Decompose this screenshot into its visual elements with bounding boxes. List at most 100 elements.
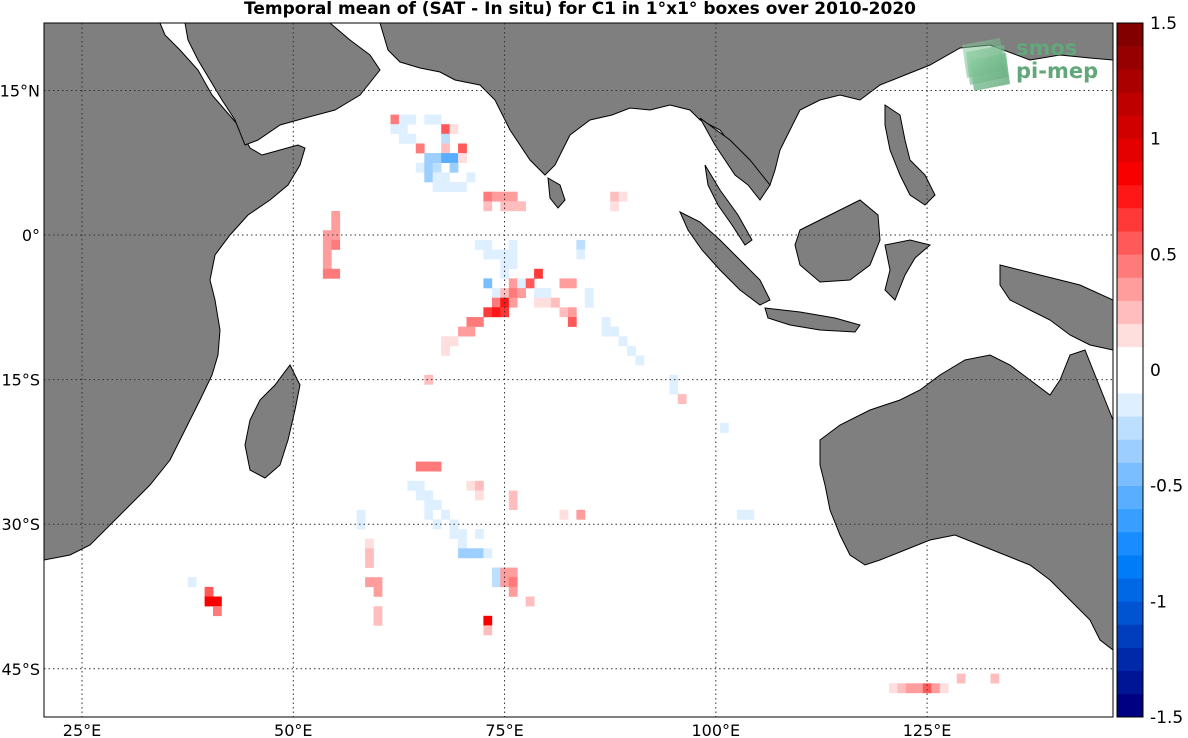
data-cell [441, 124, 450, 135]
data-cell [491, 249, 501, 260]
data-cell [508, 288, 518, 298]
data-cell [432, 500, 442, 510]
colorbar-tick-label: 1 [1150, 130, 1161, 150]
data-cell [432, 153, 442, 163]
y-tick-label: 0° [22, 226, 40, 245]
colorbar-segment [1117, 184, 1143, 209]
data-cell [567, 317, 577, 327]
x-tick-label: 125°E [903, 721, 952, 738]
data-cell [398, 114, 408, 125]
data-cell [331, 239, 341, 250]
data-cell [483, 278, 493, 289]
data-cell [365, 538, 374, 549]
colorbar-segment [1117, 578, 1143, 602]
land-malay [704, 164, 753, 246]
colorbar-segment [1117, 254, 1143, 278]
colorbar-segment [1117, 23, 1143, 47]
data-cell [213, 596, 222, 607]
data-cell [441, 182, 450, 192]
data-cell [567, 307, 577, 318]
land-borneo [794, 199, 881, 283]
data-cell [441, 345, 450, 356]
data-cell [432, 114, 442, 125]
smos-pimep-logo: smos pi-mep [962, 36, 1098, 91]
logo-text-line1: smos [1016, 36, 1077, 60]
data-cell [618, 336, 628, 347]
colorbar-segment [1117, 115, 1143, 139]
x-tick-label: 75°E [485, 721, 523, 738]
data-cell [331, 268, 341, 279]
data-cell [441, 336, 450, 347]
data-cell [407, 114, 417, 125]
data-cell [576, 249, 586, 260]
data-cell [204, 586, 214, 597]
colorbar-frame [1116, 22, 1144, 718]
land-sulawesi [884, 239, 932, 301]
colorbar-segment [1117, 208, 1143, 232]
data-cells [187, 114, 1000, 694]
data-cell [534, 288, 543, 298]
data-cell [415, 490, 425, 501]
colorbar-segment [1117, 670, 1143, 695]
data-cell [424, 153, 434, 163]
data-cell [475, 529, 484, 539]
data-cell [517, 288, 526, 298]
land-sri-lanka [547, 177, 566, 209]
data-cell [508, 586, 518, 597]
data-cell [500, 201, 510, 212]
data-cell [449, 182, 459, 192]
data-cell [635, 355, 645, 366]
x-tick-label: 25°E [63, 721, 101, 738]
colorbar-segment [1117, 277, 1143, 301]
data-cell [736, 509, 746, 520]
data-cell [483, 249, 493, 260]
colorbar-segment [1117, 439, 1143, 463]
y-axis-ticks: 15°N 0° 15°S 30°S 45°S [0, 81, 40, 678]
data-cell [331, 230, 341, 241]
data-cell [424, 500, 434, 510]
data-cell [475, 317, 484, 327]
y-tick-label: 45°S [1, 660, 40, 679]
data-cell [415, 143, 425, 154]
data-cell [906, 683, 915, 694]
chart-title: Temporal mean of (SAT - In situ) for C1 … [244, 0, 916, 19]
data-cell [458, 153, 467, 163]
data-cell [956, 673, 966, 684]
data-cell [627, 345, 636, 356]
data-cell [551, 297, 560, 308]
data-cell [517, 278, 526, 289]
data-cell [322, 259, 332, 270]
data-cell [601, 317, 611, 327]
data-cell [432, 162, 442, 173]
data-cell [204, 596, 214, 607]
colorbar-segment [1117, 601, 1143, 625]
colorbar-segment [1117, 462, 1143, 486]
colorbar-tick-label: -1.5 [1150, 708, 1183, 728]
data-cell [432, 519, 442, 530]
data-cell [914, 683, 924, 694]
data-cell [500, 191, 510, 202]
land-masses [44, 23, 1113, 651]
data-cell [365, 577, 374, 588]
colorbar-segment [1117, 647, 1143, 672]
data-cell [466, 172, 476, 183]
data-cell [483, 191, 493, 202]
data-cell [356, 519, 366, 530]
data-cell [889, 683, 898, 694]
data-cell [458, 529, 467, 539]
data-cell [525, 278, 535, 289]
data-cell [576, 509, 586, 520]
logo-wave-icon [962, 38, 1010, 91]
data-cell [990, 673, 1000, 684]
data-cell [407, 480, 417, 491]
data-cell [466, 317, 476, 327]
data-cell [584, 297, 594, 308]
colorbar-tick-label: 0.5 [1150, 245, 1177, 265]
data-cell [491, 191, 501, 202]
data-cell [584, 288, 594, 298]
data-cell [508, 201, 518, 212]
data-cell [398, 133, 408, 144]
data-cell [365, 548, 374, 559]
colorbar-tick-label: -0.5 [1150, 477, 1183, 497]
